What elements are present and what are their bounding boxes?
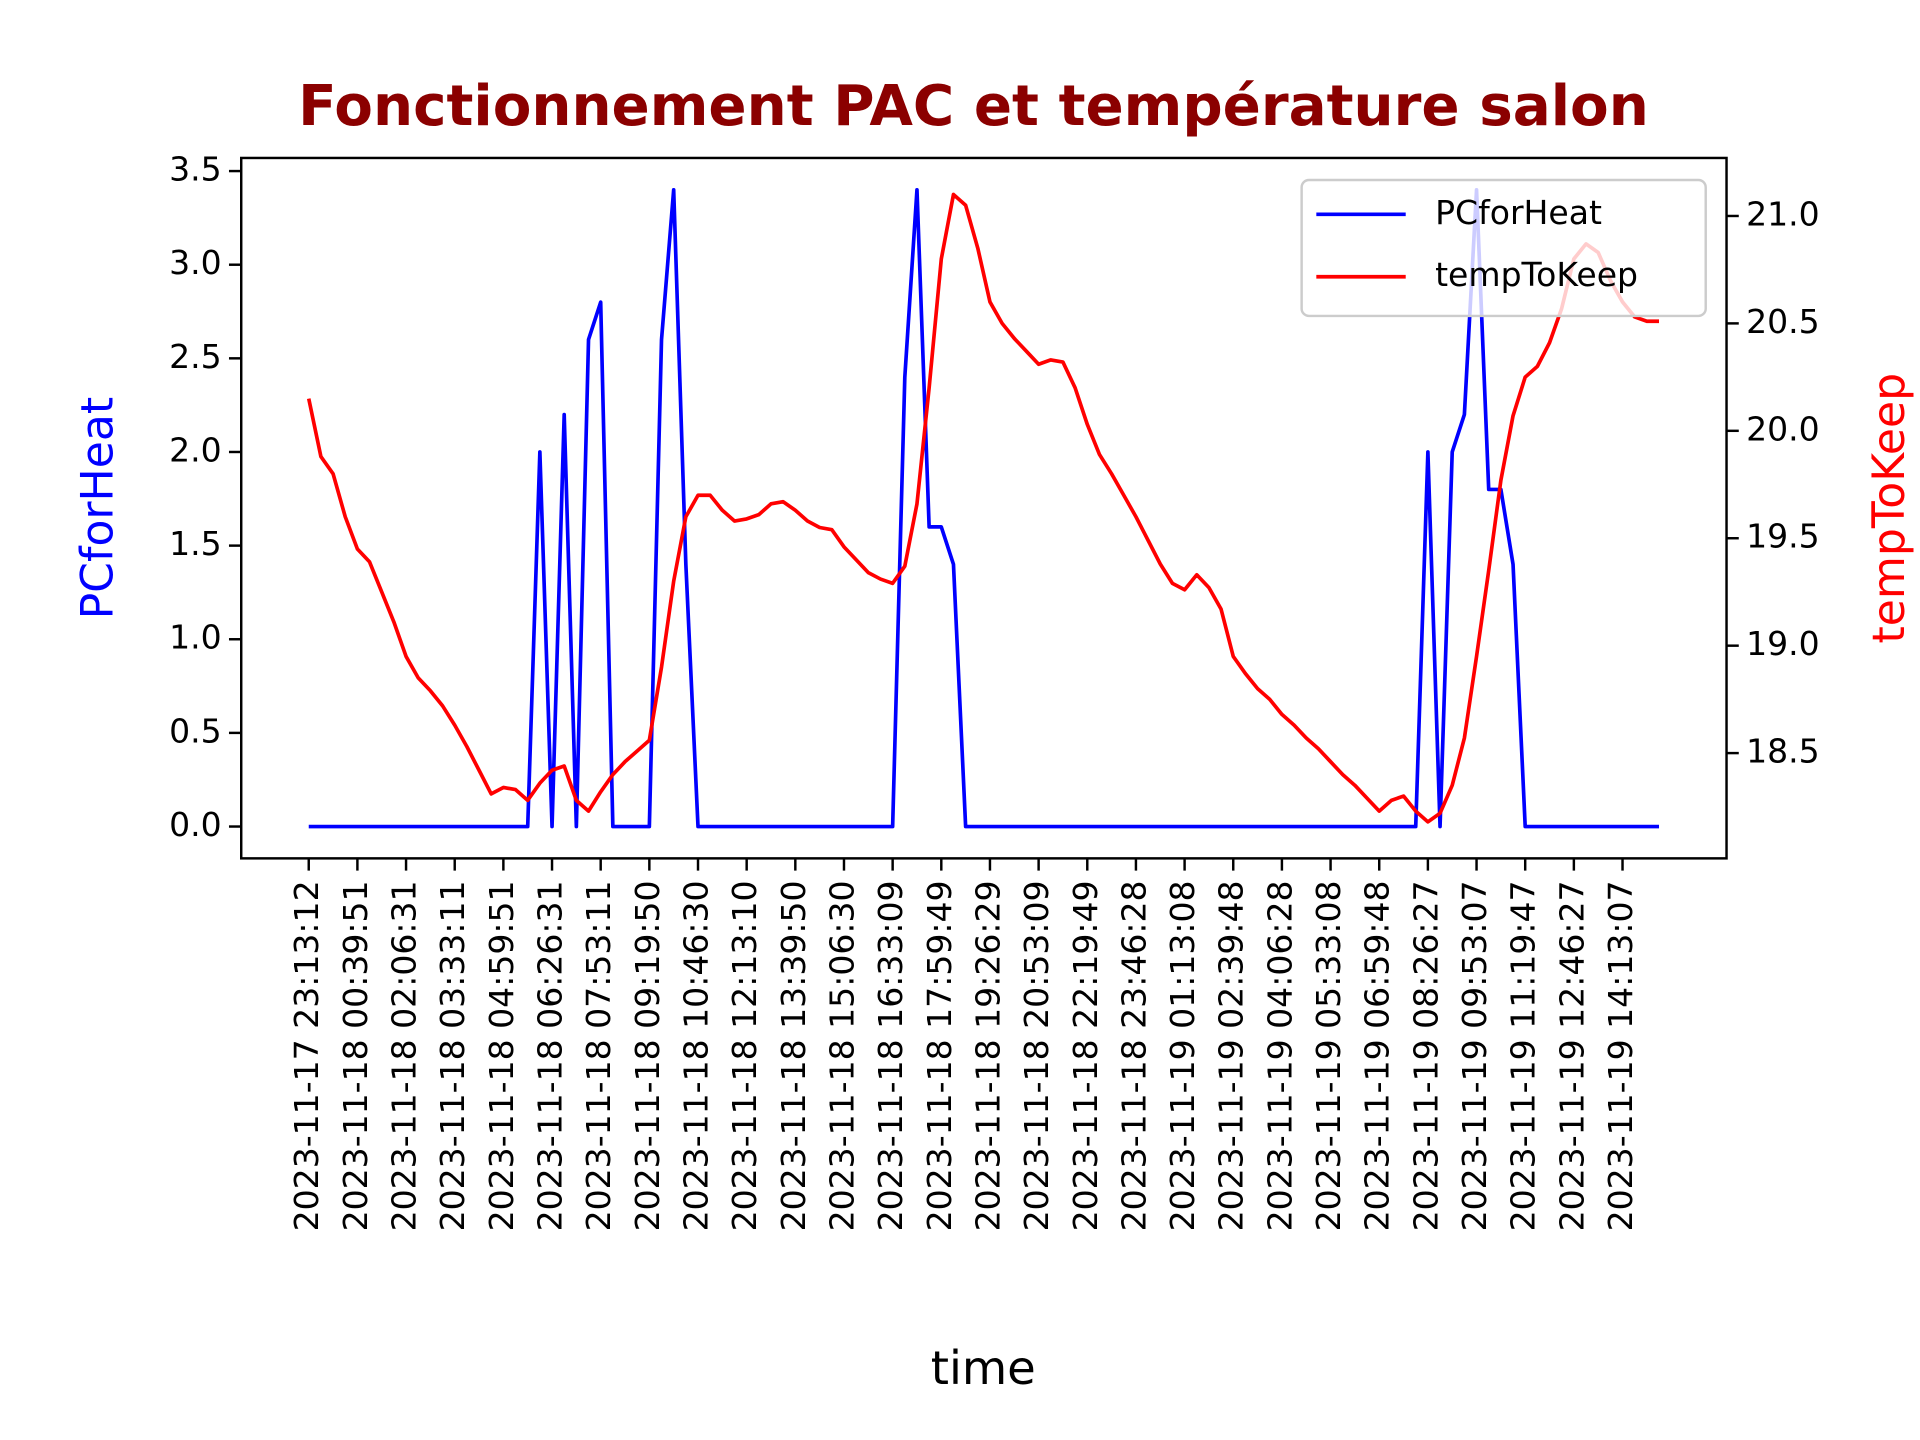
x-tick-label: 2023-11-18 03:33:11 [433, 880, 472, 1231]
chart-title: Fonctionnement PAC et température salon [298, 74, 1649, 139]
x-tick-label: 2023-11-19 05:33:08 [1309, 880, 1348, 1231]
x-tick-label: 2023-11-18 12:13:10 [725, 880, 764, 1231]
y-tick-label: 3.0 [169, 243, 222, 282]
y-axis-label: PCforHeat [72, 397, 123, 620]
y-tick-label: 1.0 [169, 618, 222, 657]
x-tick-label: 2023-11-18 20:53:09 [1017, 880, 1056, 1231]
y-tick-label: 0.5 [169, 711, 222, 750]
y-tick-label: 0.0 [169, 805, 222, 844]
x-tick-label: 2023-11-18 02:06:31 [385, 880, 424, 1231]
y2-tick-label: 20.0 [1746, 409, 1820, 448]
y2-axis-label: tempToKeep [1864, 373, 1915, 644]
x-tick-label: 2023-11-19 02:39:48 [1212, 880, 1251, 1231]
x-tick-label: 2023-11-18 04:59:51 [482, 880, 521, 1231]
x-tick-label: 2023-11-19 06:59:48 [1358, 880, 1397, 1231]
x-tick-label: 2023-11-18 09:19:50 [628, 880, 667, 1231]
y2-tick-label: 21.0 [1746, 194, 1820, 233]
y-tick-label: 3.5 [169, 150, 222, 189]
x-tick-label: 2023-11-18 16:33:09 [871, 880, 910, 1231]
x-tick-label: 2023-11-18 17:59:49 [920, 880, 959, 1231]
x-tick-label: 2023-11-19 08:26:27 [1406, 880, 1445, 1231]
data-line [308, 187, 1660, 829]
x-tick-label: 2023-11-18 13:39:50 [774, 880, 813, 1231]
y-tick-label: 1.5 [169, 524, 222, 563]
y2-tick-label: 18.5 [1746, 732, 1820, 771]
x-tick-label: 2023-11-19 09:53:07 [1455, 880, 1494, 1231]
x-axis-label: time [931, 1341, 1036, 1395]
y2-tick-label: 19.0 [1746, 624, 1820, 663]
x-tick-label: 2023-11-19 01:13:08 [1163, 880, 1202, 1231]
x-tick-label: 2023-11-18 10:46:30 [677, 880, 716, 1231]
y2-tick-label: 20.5 [1746, 302, 1820, 341]
data-line [306, 192, 1660, 824]
x-tick-label: 2023-11-18 15:06:30 [822, 880, 861, 1231]
x-tick-label: 2023-11-18 00:39:51 [336, 880, 375, 1231]
x-tick-label: 2023-11-19 11:19:47 [1504, 880, 1543, 1231]
x-tick-label: 2023-11-19 04:06:28 [1260, 880, 1299, 1231]
y-tick-label: 2.5 [169, 337, 222, 376]
y2-tick-label: 19.5 [1746, 517, 1820, 556]
plot-frame [240, 156, 1728, 860]
x-tick-label: 2023-11-18 19:26:29 [968, 880, 1007, 1231]
x-tick-label: 2023-11-19 14:13:07 [1601, 880, 1640, 1231]
x-tick-label: 2023-11-18 22:19:49 [1066, 880, 1105, 1231]
x-tick-label: 2023-11-17 23:13:12 [287, 880, 326, 1231]
legend-label: PCforHeat [1435, 193, 1602, 232]
legend-label: tempToKeep [1435, 255, 1638, 294]
y-tick-label: 2.0 [169, 430, 222, 469]
x-tick-label: 2023-11-18 07:53:11 [579, 880, 618, 1231]
x-tick-label: 2023-11-19 12:46:27 [1552, 880, 1591, 1231]
x-tick-label: 2023-11-18 23:46:28 [1114, 880, 1153, 1231]
x-tick-label: 2023-11-18 06:26:31 [531, 880, 570, 1231]
